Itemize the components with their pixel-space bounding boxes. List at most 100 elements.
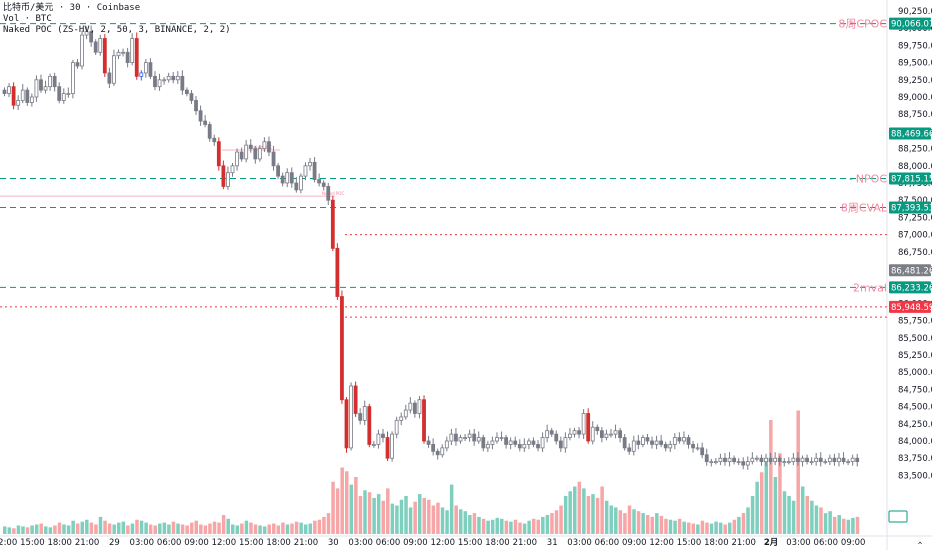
y-tick-label: 86,750.00	[898, 248, 932, 258]
volume-bar	[167, 524, 171, 534]
candle	[659, 440, 664, 445]
volume-bar	[791, 500, 796, 534]
candle	[677, 437, 682, 442]
candle	[171, 75, 176, 81]
volume-bar	[335, 488, 340, 534]
candle	[504, 437, 509, 445]
candle	[622, 437, 627, 449]
x-tick-label: 12:00	[212, 538, 237, 548]
candle	[335, 247, 340, 297]
npoc-label: NPOC	[856, 173, 888, 186]
candle	[52, 75, 57, 88]
red-price-badge-text: 85,948.59	[891, 303, 932, 313]
volume-bar	[641, 513, 645, 534]
candle	[540, 437, 545, 449]
candle	[431, 444, 436, 452]
candle	[837, 457, 841, 463]
volume-bar	[189, 522, 194, 534]
y-tick-label: 89,000.00	[898, 93, 932, 103]
volume-bar	[180, 524, 185, 534]
volume-bar	[121, 521, 126, 534]
x-tick-label: 03:00	[567, 538, 592, 548]
volume-bar	[171, 521, 176, 534]
naked-poc-ref-label: Naked POC	[250, 145, 272, 150]
volume-bar	[486, 520, 490, 534]
candle	[80, 34, 84, 67]
volume-bar	[459, 509, 463, 534]
volume-bar	[509, 521, 513, 534]
volume-value-text: 245	[891, 513, 907, 523]
candle	[422, 399, 426, 442]
volume-bar	[66, 525, 71, 534]
candle	[517, 444, 522, 449]
volume-bar	[604, 500, 609, 534]
volume-bar	[801, 486, 805, 534]
volume-bar	[317, 519, 322, 534]
candle	[207, 124, 212, 139]
volume-bar	[623, 513, 627, 534]
candle	[668, 444, 673, 449]
volume-bar	[258, 525, 262, 534]
volume-bar	[158, 523, 162, 534]
candle	[153, 75, 157, 88]
volume-indicator-line[interactable]: Vol · BTC	[3, 14, 52, 24]
volume-bar	[645, 515, 650, 534]
candle	[773, 457, 778, 463]
symbol-line[interactable]: 比特币/美元 · 30 · Coinbase	[3, 3, 141, 13]
volume-bar	[144, 522, 148, 534]
candle	[554, 433, 559, 442]
volume-bar	[636, 511, 641, 534]
candle	[125, 51, 130, 63]
volume-bar	[481, 518, 486, 534]
candle	[253, 148, 258, 160]
volume-bar	[62, 524, 66, 534]
volume-bar	[805, 496, 810, 534]
x-tick-label: 2月	[764, 538, 778, 548]
grey-price-badge-text: 86,481.26	[891, 266, 932, 276]
y-tick-label: 87,000.00	[898, 231, 932, 241]
candle	[563, 437, 568, 449]
candle	[718, 457, 723, 463]
candle	[61, 93, 66, 101]
candle	[394, 419, 399, 435]
y-tick-label: 84,000.00	[898, 437, 932, 447]
candle	[513, 440, 518, 445]
candle	[308, 161, 312, 167]
x-tick-label: 21:00	[513, 538, 538, 548]
volume-bar	[477, 516, 481, 534]
candle	[280, 175, 285, 184]
volume-bar	[276, 525, 281, 534]
candle	[472, 433, 477, 442]
volume-bar	[48, 527, 53, 534]
candle	[782, 461, 787, 464]
volume-bar	[71, 520, 75, 534]
candle	[741, 461, 746, 466]
candle	[303, 165, 308, 177]
candle	[11, 86, 16, 106]
volume-bar	[376, 494, 381, 534]
candle	[317, 179, 322, 184]
volume-bar	[345, 471, 349, 534]
naked-poc-indicator-line[interactable]: Naked POC (ZS-HV, 2, 50, 3, BINANCE, 2, …	[3, 25, 231, 35]
candle	[704, 454, 709, 463]
y-tick-label: 90,250.00	[898, 7, 932, 17]
volume-bar	[34, 524, 39, 534]
volume-bar	[627, 505, 632, 534]
volume-bar	[705, 522, 709, 534]
volume-bar	[855, 516, 860, 534]
volume-bar	[262, 526, 267, 534]
volume-bar	[573, 486, 577, 534]
volume-bar	[231, 524, 235, 534]
candle	[727, 457, 732, 463]
candle	[298, 175, 303, 191]
volume-bar	[728, 522, 732, 534]
candle	[736, 461, 741, 464]
candle	[162, 79, 167, 82]
volume-bar	[399, 499, 404, 534]
cpoc-label: 8周CPOC	[838, 18, 887, 31]
volume-bar	[44, 526, 48, 534]
y-tick-label: 89,500.00	[898, 59, 932, 69]
volume-bar	[545, 515, 550, 534]
